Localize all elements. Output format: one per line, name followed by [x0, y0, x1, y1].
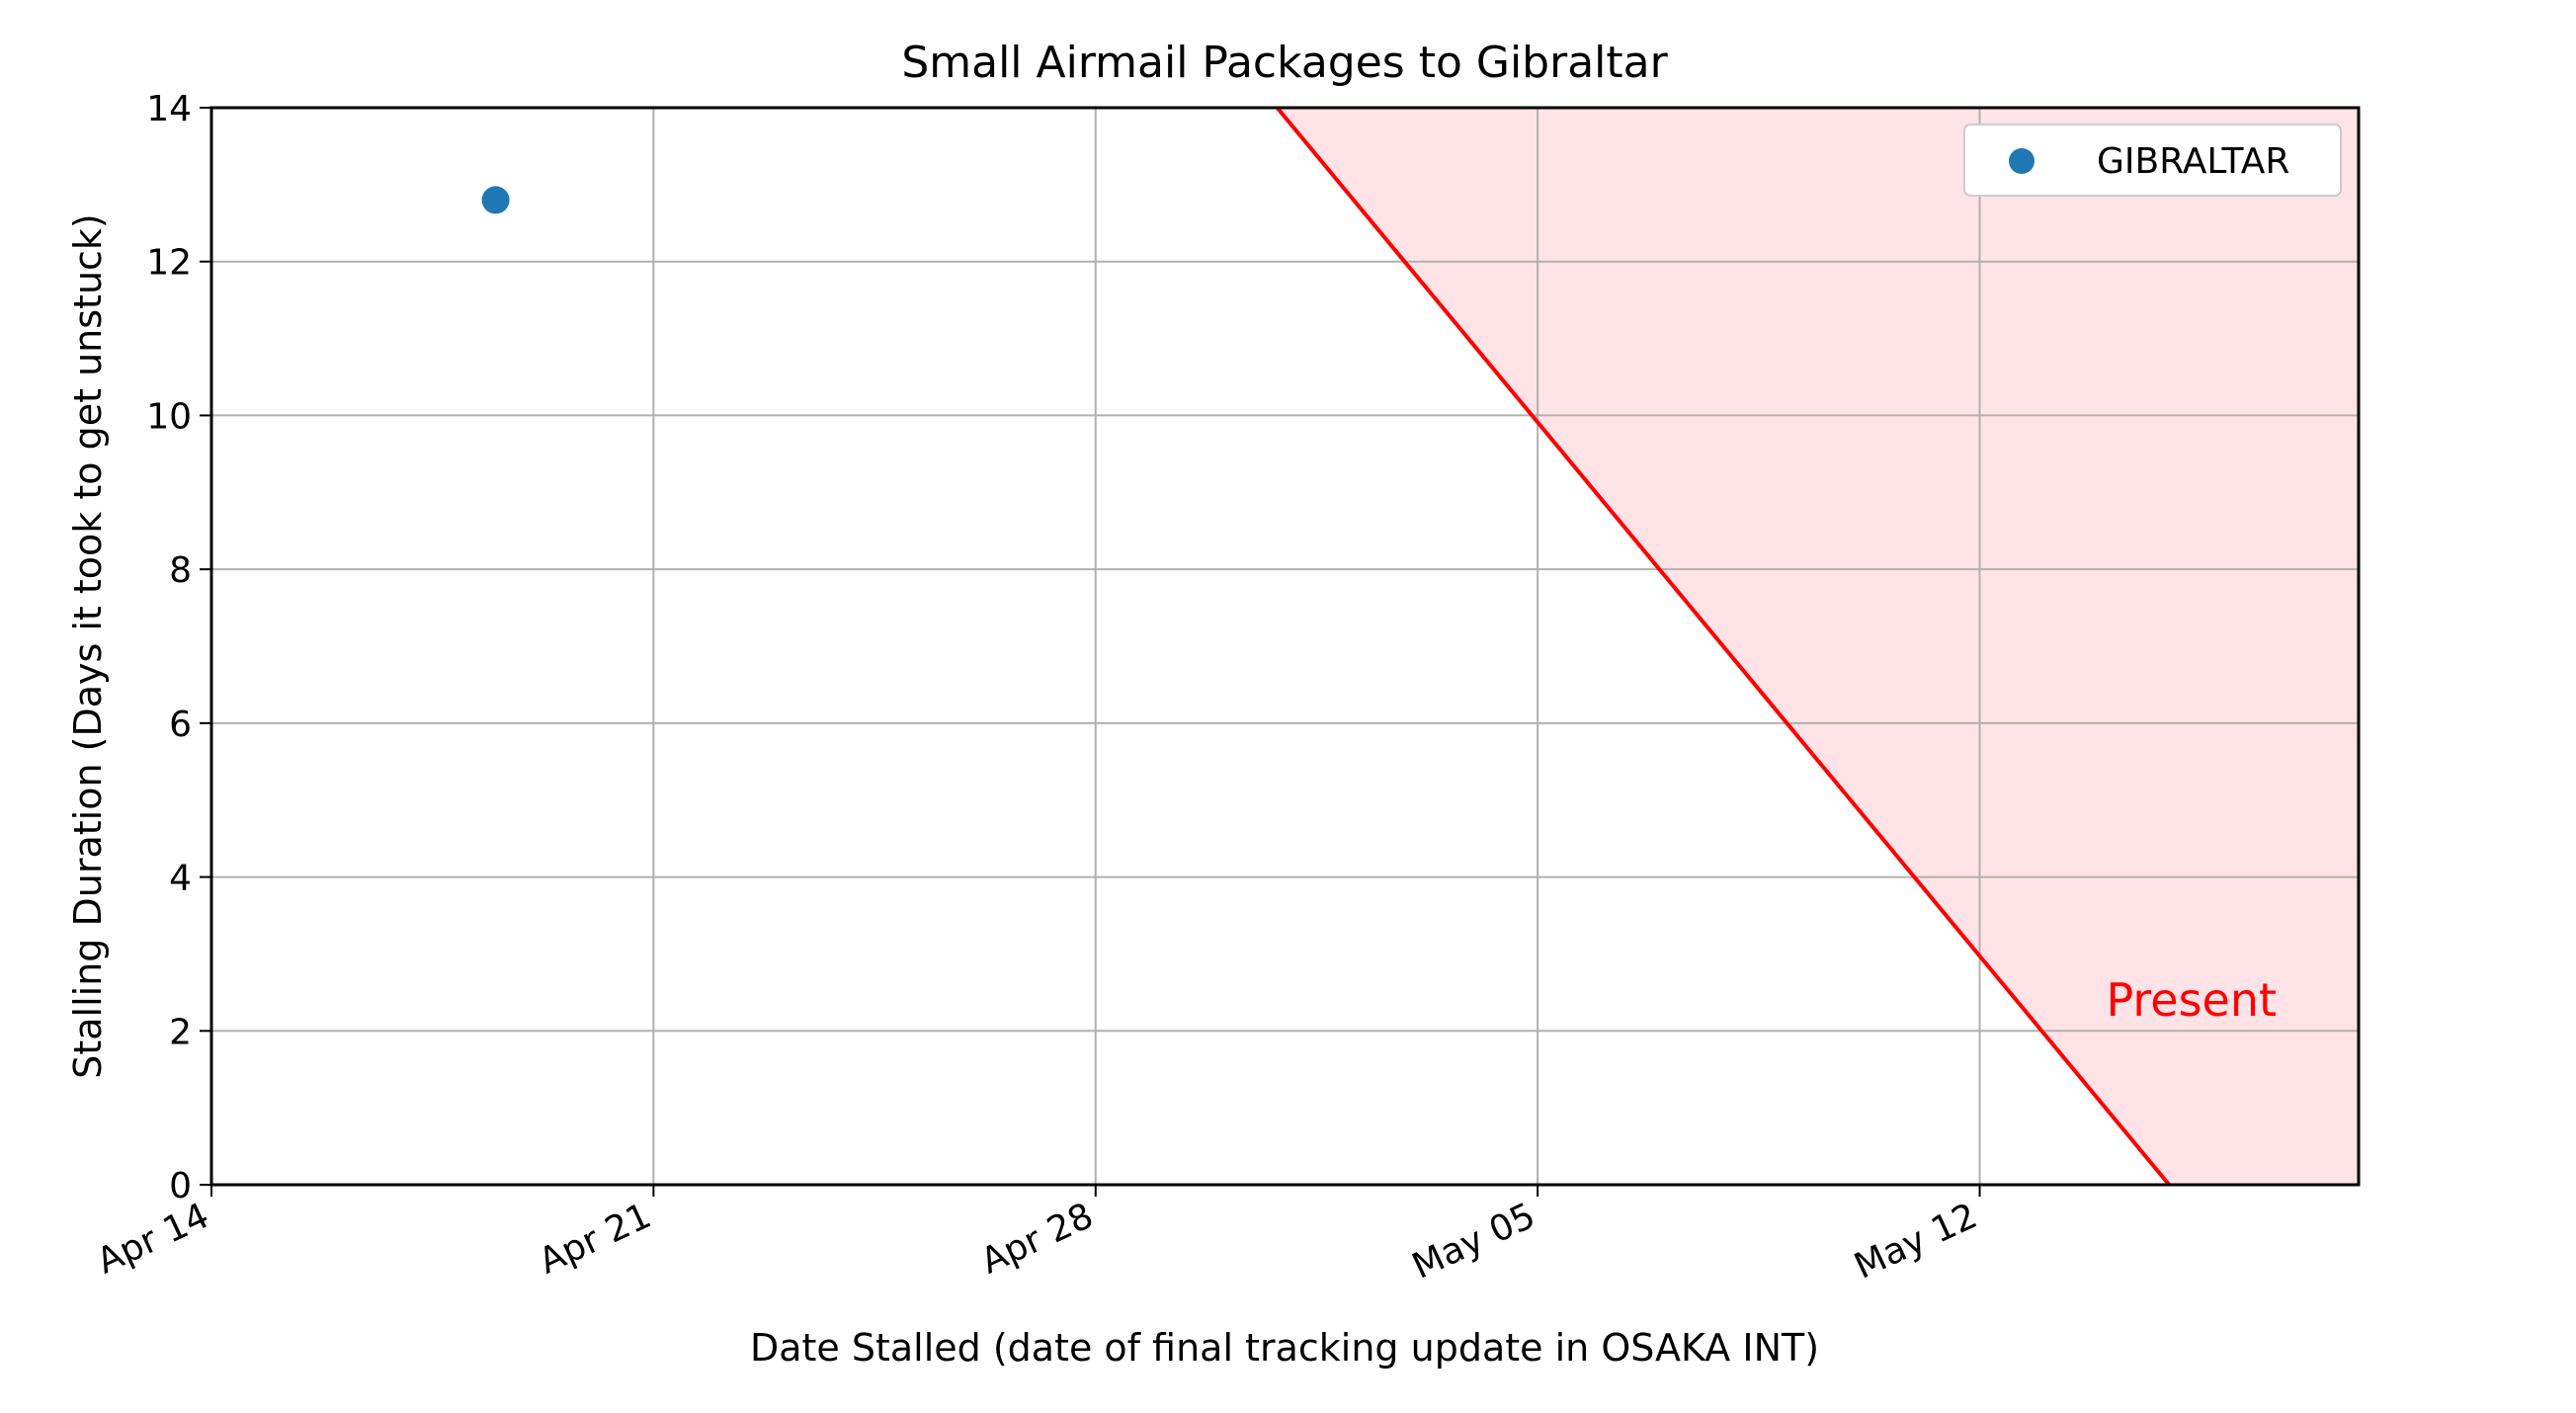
plot-frame	[209, 106, 2361, 1187]
y-tick-label: 12	[146, 243, 192, 284]
y-tick-label: 14	[146, 89, 192, 129]
x-tick-label: Apr 21	[534, 1196, 658, 1283]
x-tick-label: May 12	[1849, 1196, 1984, 1288]
y-tick-label: 2	[169, 1012, 192, 1052]
x-tick-label: Apr 28	[975, 1196, 1100, 1283]
legend-marker-gibraltar	[2009, 148, 2035, 174]
legend-box	[1963, 124, 2342, 197]
present-region	[1277, 108, 2359, 1185]
x-tick-label: May 05	[1406, 1196, 1541, 1288]
y-tick-label: 4	[169, 859, 192, 899]
x-tick-label: Apr 14	[91, 1196, 215, 1283]
present-region-fill	[1277, 108, 2359, 1185]
present-line-layer	[1275, 106, 2171, 1187]
y-tick-label: 0	[169, 1166, 192, 1206]
x-axis-label: Date Stalled (date of final tracking upd…	[750, 1326, 1819, 1370]
scatter-points	[481, 186, 510, 214]
chart-title: Small Airmail Packages to Gibraltar	[901, 38, 1668, 88]
y-tick-label: 6	[169, 705, 192, 745]
legend: GIBRALTAR	[1963, 124, 2342, 197]
data-point-gibraltar	[481, 186, 510, 214]
legend-label-gibraltar: GIBRALTAR	[2097, 141, 2289, 182]
y-tick-label: 8	[169, 550, 192, 591]
present-line	[1275, 106, 2171, 1187]
y-tick-label: 10	[146, 396, 192, 437]
annotation-present: Present	[2106, 973, 2277, 1027]
y-axis-label: Stalling Duration (Days it took to get u…	[66, 213, 110, 1079]
